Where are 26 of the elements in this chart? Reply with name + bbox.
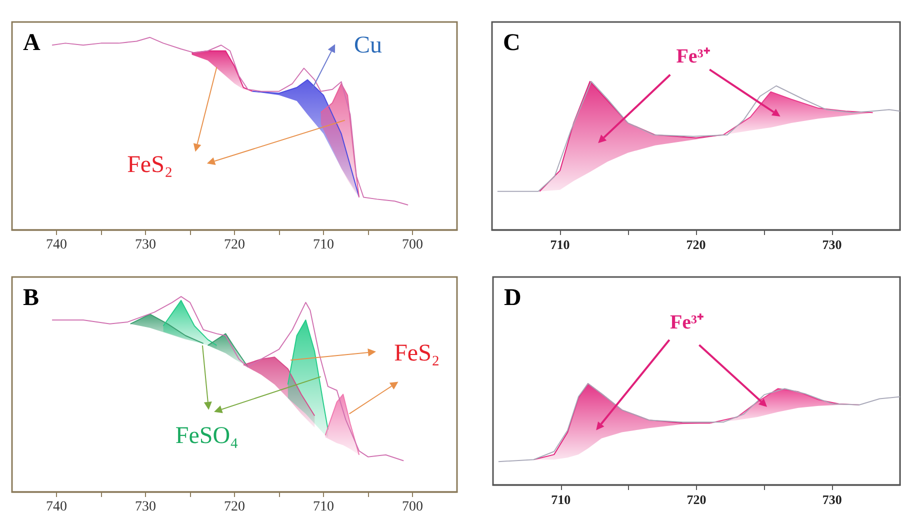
x-tick-label: 700 xyxy=(402,500,423,514)
x-tick-label: 720 xyxy=(224,500,245,514)
x-tick-label: 740 xyxy=(46,500,67,514)
text: Fe³⁺ xyxy=(676,45,710,68)
x-tick-label: 730 xyxy=(822,237,842,252)
x-tick-label: 710 xyxy=(313,238,334,252)
x-tick-label: 710 xyxy=(550,237,570,252)
chart-title: A xyxy=(23,30,41,56)
text: Fe³⁺ xyxy=(670,311,704,334)
x-tick-label: 700 xyxy=(402,238,423,252)
x-tick-label: 710 xyxy=(313,500,334,514)
annotation: FeS₂ xyxy=(127,152,173,178)
x-tick-label: 730 xyxy=(135,238,156,252)
chart-title: D xyxy=(504,285,522,311)
annotation: FeS₂ xyxy=(394,340,440,367)
x-tick-label: 720 xyxy=(224,238,245,252)
annotation: Cu xyxy=(354,32,382,59)
x-tick-label: 730 xyxy=(135,500,156,514)
chart-title: B xyxy=(23,285,40,311)
chart-title: C xyxy=(503,30,520,56)
x-tick-label: 710 xyxy=(551,492,571,507)
x-tick-label: 720 xyxy=(686,492,706,507)
x-tick-label: 720 xyxy=(686,237,706,252)
x-tick-label: 730 xyxy=(822,492,842,507)
annotation: FeSO₄ xyxy=(175,422,238,449)
x-tick-label: 740 xyxy=(46,238,67,252)
